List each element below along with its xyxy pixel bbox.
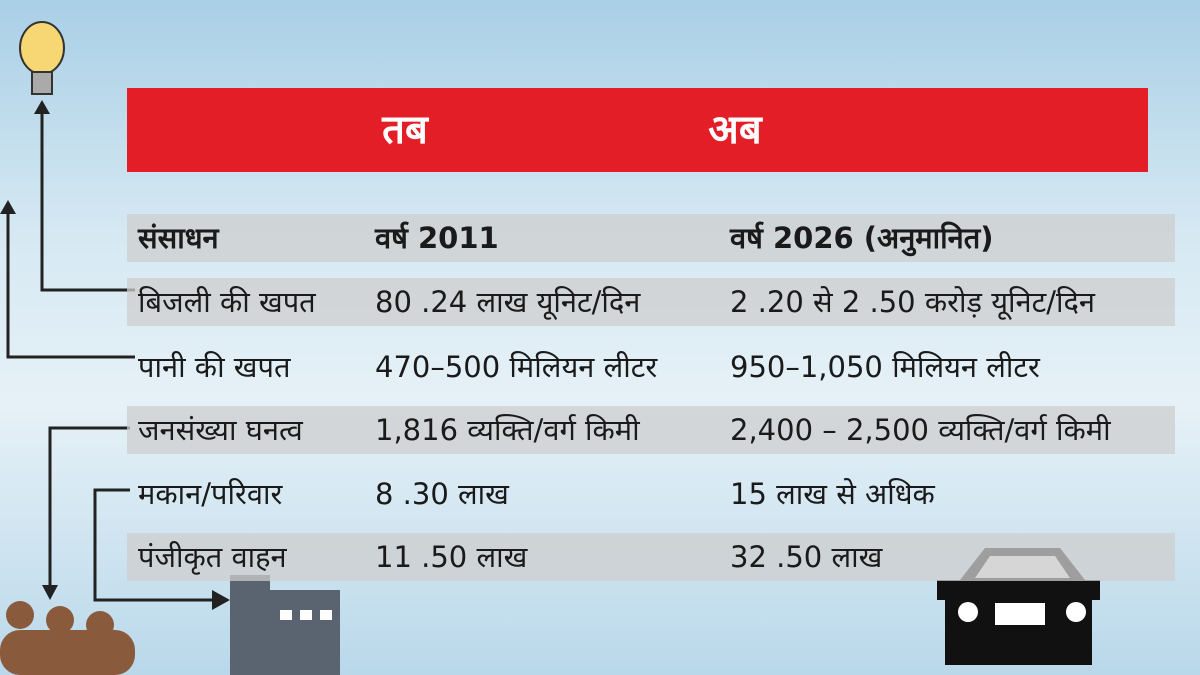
table-cell: 470–500 मिलियन लीटर	[375, 350, 658, 384]
table-row: जनसंख्या घनत्व 1,816 व्यक्ति/वर्ग किमी 2,4…	[127, 406, 1175, 454]
table-cell: 15 लाख से अधिक	[730, 477, 935, 511]
then-heading: तब	[382, 107, 428, 153]
table-cell: 2 .20 से 2 .50 करोड़ यूनिट/दिन	[730, 285, 1096, 319]
table-cell: 11 .50 लाख	[375, 540, 528, 574]
then-now-banner: तब अब	[127, 88, 1148, 172]
now-heading: अब	[708, 107, 762, 153]
column-header: संसाधन	[138, 221, 219, 255]
table-cell: पानी की खपत	[138, 350, 291, 384]
table-cell: 950–1,050 मिलियन लीटर	[730, 350, 1040, 384]
table-row: पानी की खपत 470–500 मिलियन लीटर 950–1,050 …	[127, 343, 1175, 391]
table-row: पंजीकृत वाहन 11 .50 लाख 32 .50 लाख	[127, 533, 1175, 581]
table-cell: 8 .30 लाख	[375, 477, 509, 511]
table-cell: जनसंख्या घनत्व	[138, 413, 303, 447]
table-cell: पंजीकृत वाहन	[138, 540, 287, 574]
table-cell: 2,400 – 2,500 व्यक्ति/वर्ग किमी	[730, 413, 1111, 447]
table-cell: 32 .50 लाख	[730, 540, 883, 574]
header-row: संसाधन वर्ष 2011 वर्ष 2026 (अनुमानित)	[127, 214, 1175, 262]
table-cell: 1,816 व्यक्ति/वर्ग किमी	[375, 413, 640, 447]
table-cell: बिजली की खपत	[138, 285, 316, 319]
table-cell: 80 .24 लाख यूनिट/दिन	[375, 285, 641, 319]
column-header: वर्ष 2011	[375, 221, 499, 255]
table-row: बिजली की खपत 80 .24 लाख यूनिट/दिन 2 .20 से…	[127, 278, 1175, 326]
table-row: मकान/परिवार 8 .30 लाख 15 लाख से अधिक	[127, 470, 1175, 518]
table-cell: मकान/परिवार	[138, 477, 283, 511]
column-header: वर्ष 2026 (अनुमानित)	[730, 221, 994, 255]
